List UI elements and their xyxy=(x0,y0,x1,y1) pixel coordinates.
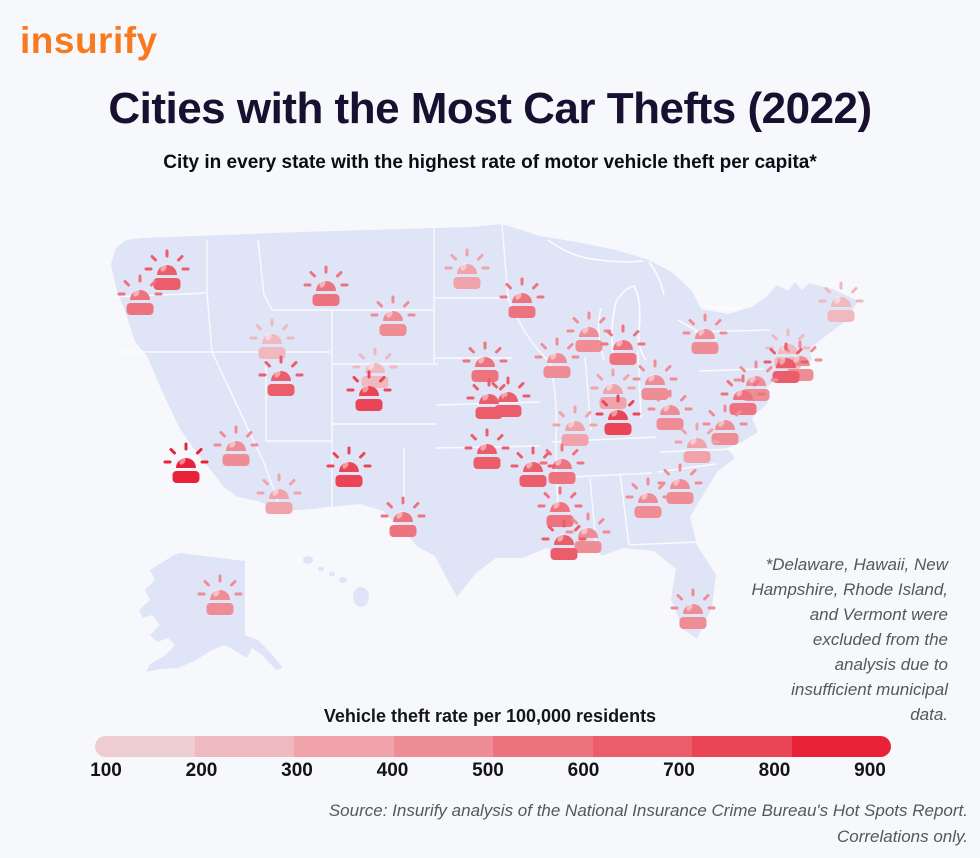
legend-color-segment xyxy=(194,736,294,757)
exclusion-footnote: *Delaware, Hawaii, New Hampshire, Rhode … xyxy=(751,555,948,724)
great-lakes-outline xyxy=(547,239,743,361)
page-subtitle: City in every state with the highest rat… xyxy=(163,152,817,173)
insurify-logo: insurify xyxy=(20,20,158,61)
legend-tick: 200 xyxy=(185,760,218,781)
page-title: Cities with the Most Car Thefts (2022) xyxy=(108,84,872,133)
legend-tick: 700 xyxy=(663,760,695,781)
legend-tick: 500 xyxy=(472,760,504,781)
legend-color-segment xyxy=(791,736,891,757)
siren-marker xyxy=(163,442,209,485)
legend-color-segment xyxy=(692,736,792,757)
legend-color-segment xyxy=(294,736,394,757)
legend-tick: 900 xyxy=(854,760,886,781)
legend-tick: 800 xyxy=(758,760,791,781)
us-mainland xyxy=(111,224,858,639)
legend-tick: 400 xyxy=(376,760,409,781)
hawaii-islands xyxy=(303,556,369,607)
legend-tick-labels: 100 200 300 400 500 600 700 800 900 xyxy=(82,760,894,782)
legend-color-segment xyxy=(95,736,195,757)
legend-tick: 300 xyxy=(281,760,313,781)
source-note: Source: Insurify analysis of the Nationa… xyxy=(328,801,968,846)
legend-color-segment xyxy=(592,736,692,757)
legend-color-segment xyxy=(393,736,493,757)
legend-tick: 600 xyxy=(567,760,600,781)
state-borders xyxy=(112,223,771,546)
legend-tick: 100 xyxy=(90,760,122,781)
legend-color-segment xyxy=(493,736,593,757)
legend-gradient-bar xyxy=(95,736,891,757)
legend-title: Vehicle theft rate per 100,000 residents xyxy=(323,706,657,726)
